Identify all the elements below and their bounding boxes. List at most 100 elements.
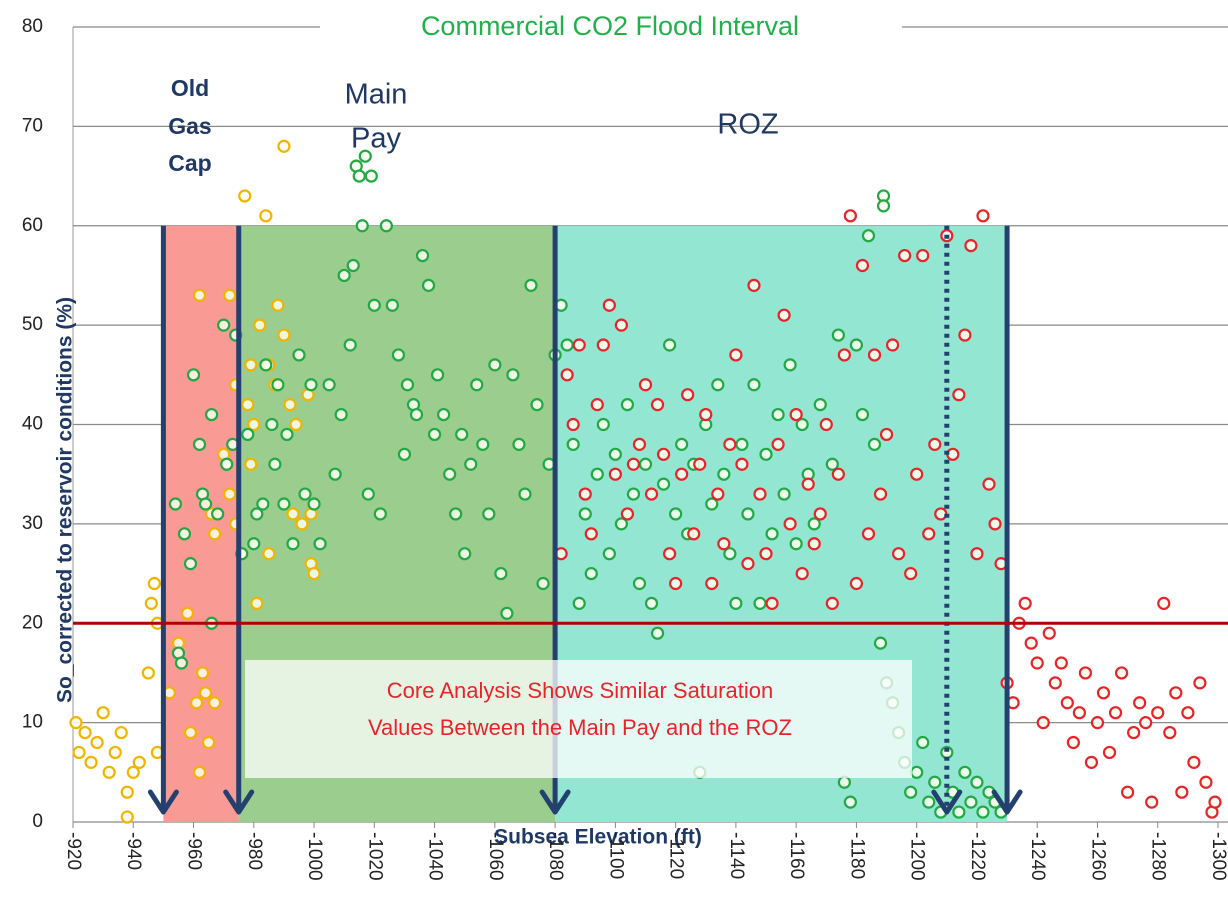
data-point <box>578 487 592 501</box>
data-point <box>578 507 592 521</box>
data-point <box>108 745 122 760</box>
text-layer: Commercial CO2 Flood Interval Old Gas Ca… <box>22 8 1228 881</box>
data-point <box>337 268 351 283</box>
data-point <box>482 507 496 521</box>
data-point <box>253 318 267 332</box>
data-point <box>180 606 195 620</box>
data-point <box>189 696 204 710</box>
data-point <box>1133 696 1147 710</box>
data-point <box>735 457 749 471</box>
data-point <box>265 417 279 432</box>
data-point <box>970 547 984 561</box>
data-point <box>807 517 821 531</box>
data-point <box>777 308 791 322</box>
data-point <box>427 427 442 442</box>
data-point <box>711 378 725 392</box>
data-point <box>277 328 291 342</box>
data-point <box>741 507 755 521</box>
data-point <box>669 507 683 521</box>
data-point <box>259 358 273 372</box>
data-point <box>286 507 300 521</box>
arrow <box>991 225 1023 815</box>
data-point <box>952 805 966 819</box>
x-tick-label: -1140 <box>726 832 747 879</box>
data-point <box>566 437 580 451</box>
data-point <box>437 407 451 422</box>
data-point <box>675 467 689 481</box>
data-point <box>1114 666 1129 680</box>
data-point <box>1066 735 1080 750</box>
data-point <box>867 348 882 362</box>
data-point <box>247 417 261 432</box>
data-point <box>626 487 641 501</box>
data-point <box>705 497 719 511</box>
data-point <box>735 437 749 451</box>
data-point <box>1102 745 1117 760</box>
data-point <box>328 467 342 481</box>
data-point <box>313 537 327 551</box>
data-point <box>241 427 255 442</box>
data-point <box>476 437 490 451</box>
data-point <box>656 447 671 461</box>
data-point <box>147 576 161 591</box>
x-tick-label: -1040 <box>425 832 446 881</box>
data-point <box>464 457 478 471</box>
x-tick-label: -1280 <box>1148 832 1169 881</box>
data-point <box>958 328 972 342</box>
data-point <box>711 487 725 501</box>
data-point <box>687 527 701 541</box>
data-point <box>1187 755 1201 769</box>
data-point <box>717 467 731 481</box>
data-point <box>524 278 538 292</box>
data-point <box>789 537 803 551</box>
data-point <box>1048 676 1062 690</box>
data-point <box>807 537 821 551</box>
data-point <box>177 527 192 541</box>
data-point <box>644 596 659 610</box>
data-point <box>825 596 839 610</box>
data-point <box>596 417 610 432</box>
data-point <box>385 298 399 312</box>
data-point <box>1024 636 1038 650</box>
data-point <box>1096 686 1111 700</box>
data-point <box>132 755 146 769</box>
data-point <box>1078 666 1093 680</box>
data-point <box>346 258 360 273</box>
arrow-layer <box>73 225 1228 815</box>
data-point <box>741 557 755 571</box>
data-point <box>238 189 252 203</box>
data-point <box>126 765 140 779</box>
data-point <box>904 785 918 799</box>
data-point <box>876 199 891 213</box>
data-point <box>789 407 803 422</box>
x-tick-label: -1260 <box>1087 832 1108 881</box>
data-point <box>192 288 207 302</box>
data-point <box>244 358 258 372</box>
data-point <box>307 566 321 581</box>
data-point <box>699 407 713 422</box>
arrow <box>223 225 255 815</box>
data-point <box>675 437 689 451</box>
data-point <box>102 765 116 779</box>
data-point <box>753 487 767 501</box>
data-point <box>771 407 785 422</box>
data-point <box>560 338 574 352</box>
y-tick-label: 50 <box>22 314 43 335</box>
y-tick-label: 10 <box>22 712 43 733</box>
data-point <box>681 388 695 402</box>
data-point <box>367 298 381 312</box>
data-point <box>262 547 276 561</box>
data-point <box>397 447 412 461</box>
data-point <box>183 725 198 740</box>
annotation: ROZ <box>717 109 778 141</box>
data-point <box>1127 725 1141 740</box>
x-tick-label: -1180 <box>846 832 867 879</box>
y-tick-label: 40 <box>22 414 43 435</box>
data-point <box>247 537 261 551</box>
data-point <box>916 248 930 263</box>
data-point <box>759 547 773 561</box>
data-point <box>608 447 622 461</box>
x-tick-label: -960 <box>184 832 205 870</box>
x-tick-label: -940 <box>123 832 144 870</box>
